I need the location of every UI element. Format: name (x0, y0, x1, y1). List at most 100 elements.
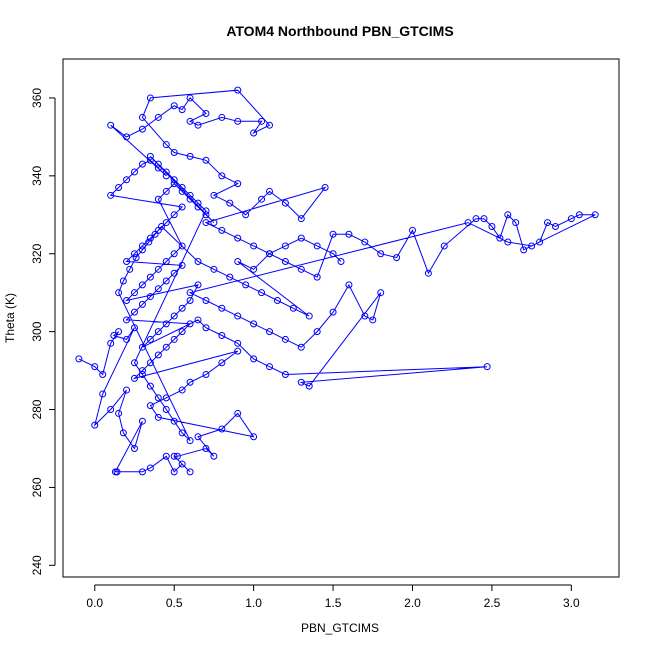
data-point (130, 308, 138, 316)
data-point (250, 265, 258, 273)
data-point (154, 164, 162, 172)
data-point (488, 222, 496, 230)
data-point (202, 370, 210, 378)
x-tick-label: 1.0 (245, 596, 262, 610)
data-point (472, 215, 480, 223)
data-point (162, 187, 170, 195)
data-point (234, 86, 242, 94)
data-point (281, 242, 289, 250)
x-tick-label: 0.0 (86, 596, 103, 610)
data-point (329, 308, 337, 316)
data-point (234, 312, 242, 320)
data-point (273, 296, 281, 304)
data-point (234, 117, 242, 125)
data-point (361, 312, 369, 320)
chart-title: ATOM4 Northbound PBN_GTCIMS (226, 23, 453, 39)
data-point (512, 219, 520, 227)
data-point (186, 468, 194, 476)
y-tick-label: 360 (30, 88, 44, 108)
data-point (536, 238, 544, 246)
data-point (99, 390, 107, 398)
data-point (194, 316, 202, 324)
data-point (123, 386, 131, 394)
plot-frame (62, 58, 620, 578)
data-point (145, 238, 153, 246)
data-point (178, 429, 186, 437)
data-point (138, 242, 146, 250)
data-point (258, 195, 266, 203)
y-tick-label: 320 (30, 243, 44, 263)
data-point (151, 230, 159, 238)
data-point (162, 258, 170, 266)
data-point (162, 172, 170, 180)
data-point (194, 433, 202, 441)
data-point (154, 285, 162, 293)
data-point (393, 254, 401, 262)
data-point (321, 184, 329, 192)
y-tick-label: 240 (30, 555, 44, 575)
data-point (297, 234, 305, 242)
data-point (440, 242, 448, 250)
data-point (218, 332, 226, 340)
data-point (146, 293, 154, 301)
data-point (266, 187, 274, 195)
data-point (575, 211, 583, 219)
data-point (544, 219, 552, 227)
data-point (218, 304, 226, 312)
data-point (170, 312, 178, 320)
data-point (138, 343, 146, 351)
data-point (305, 312, 313, 320)
data-point (130, 444, 138, 452)
data-point (178, 304, 186, 312)
data-point (266, 363, 274, 371)
data-point (157, 222, 165, 230)
data-point (377, 289, 385, 297)
data-point (281, 370, 289, 378)
data-point (408, 226, 416, 234)
data-point (504, 238, 512, 246)
data-point (170, 452, 178, 460)
data-point (138, 281, 146, 289)
y-tick-label: 340 (30, 166, 44, 186)
data-point (138, 417, 146, 425)
x-axis-label: PBN_GTCIMS (301, 621, 379, 635)
data-point (130, 359, 138, 367)
data-point (162, 343, 170, 351)
data-point (162, 452, 170, 460)
data-point (154, 413, 162, 421)
y-axis: 240 260 280 300 320 340 360 (30, 88, 56, 575)
y-axis-label: Theta (K) (3, 293, 17, 343)
data-point (130, 324, 138, 332)
data-point (123, 335, 131, 343)
data-point (305, 382, 313, 390)
data-point (297, 215, 305, 223)
x-tick-label: 3.0 (563, 596, 580, 610)
data-point (170, 102, 178, 110)
data-point (424, 269, 432, 277)
data-point (91, 421, 99, 429)
data-point (345, 230, 353, 238)
data-point (170, 176, 178, 184)
data-point (567, 215, 575, 223)
data-point (234, 234, 242, 242)
data-point (138, 125, 146, 133)
series-points (75, 86, 599, 476)
data-point (186, 191, 194, 199)
data-point (162, 277, 170, 285)
data-point (361, 238, 369, 246)
data-point (369, 316, 377, 324)
data-point (313, 273, 321, 281)
y-tick-label: 260 (30, 477, 44, 497)
data-point (202, 211, 210, 219)
data-point (132, 254, 140, 262)
data-point (162, 219, 170, 227)
data-point (297, 265, 305, 273)
data-point (115, 289, 123, 297)
data-point (126, 265, 134, 273)
data-point (337, 258, 345, 266)
data-point (178, 106, 186, 114)
data-point (186, 152, 194, 160)
data-point (218, 226, 226, 234)
data-point (178, 203, 186, 211)
